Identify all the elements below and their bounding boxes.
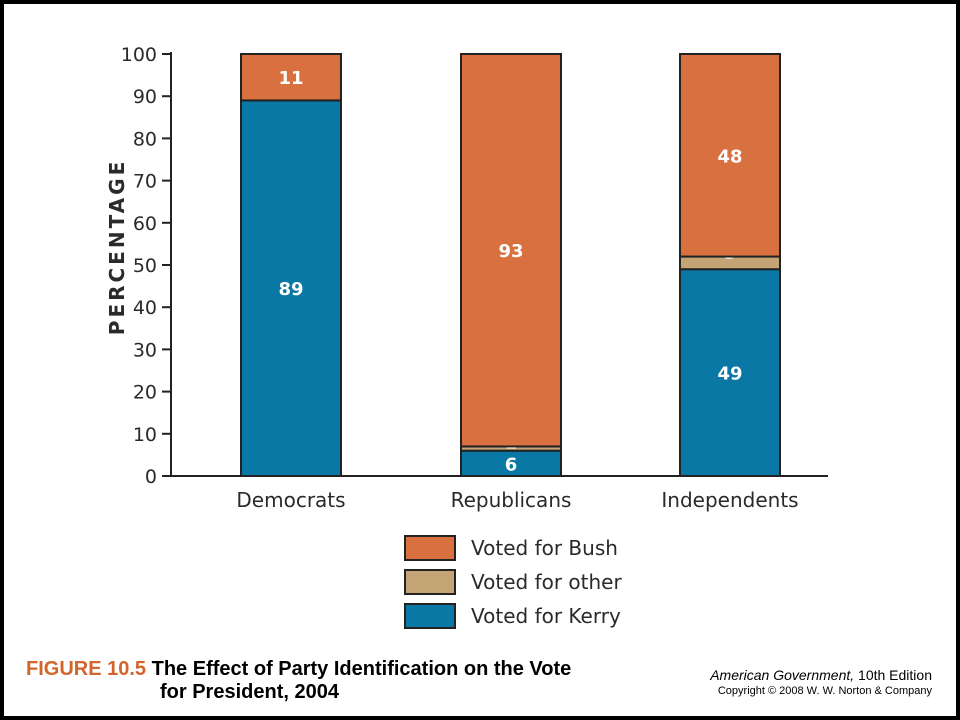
bar-value-label: 49 (717, 364, 742, 385)
y-tick-label: 20 (133, 382, 157, 404)
x-category-label: Republicans (451, 488, 572, 512)
copyright-notice: Copyright © 2008 W. W. Norton & Company (717, 685, 932, 697)
legend-label: Voted for Kerry (471, 604, 621, 628)
x-category-label: Democrats (236, 488, 345, 512)
x-category-label: Independents (661, 488, 798, 512)
x-axis: Democrats Republicans Independents (170, 475, 828, 512)
bar-value-label: 93 (498, 241, 523, 262)
y-tick-label: 60 (133, 213, 157, 235)
bar-segment-voted-for-bush (460, 53, 562, 448)
book-title: American Government, (710, 667, 855, 683)
bar-stack-republicans: 6193 (460, 53, 562, 477)
y-tick-label: 40 (133, 297, 157, 319)
bars: 89 11 6193 49348 (240, 53, 781, 477)
legend: Voted for Bush Voted for other Voted for K… (404, 535, 622, 629)
y-tick-label: 90 (133, 86, 157, 108)
legend-swatch (404, 603, 456, 629)
book-credit: American Government, 10th Edition Copyri… (710, 666, 932, 698)
legend-label: Voted for other (471, 570, 622, 594)
slide: 0 10 20 30 40 50 60 70 80 90 100 89 11 6193 49348 Dem… (4, 4, 956, 716)
y-tick-label: 30 (133, 339, 157, 361)
figure-number: FIGURE 10.5 (26, 658, 147, 680)
bar-segment-voted-for-bush (679, 53, 781, 258)
bar-value-label: 6 (505, 454, 518, 475)
caption-title-line-1: The Effect of Party Identification on th… (151, 658, 572, 680)
y-tick-label: 70 (133, 171, 157, 193)
caption-line-1: FIGURE 10.5 The Effect of Party Identifi… (26, 658, 571, 681)
y-tick-label: 80 (133, 128, 157, 150)
legend-swatch (404, 569, 456, 595)
legend-item: Voted for Kerry (404, 603, 621, 629)
legend-item: Voted for other (404, 569, 622, 595)
bar-stack-democrats: 89 11 (240, 53, 342, 477)
book-title-line: American Government, 10th Edition (710, 666, 932, 684)
bar-segment-voted-for-bush (240, 53, 342, 102)
bar-segment-voted-for-kerry (240, 99, 342, 477)
bar-segment-voted-for-kerry (460, 449, 562, 477)
bar-value-label: 11 (278, 68, 303, 89)
figure-caption: FIGURE 10.5 The Effect of Party Identifi… (26, 658, 571, 704)
legend-swatch (404, 535, 456, 561)
stacked-bar-chart: 0 10 20 30 40 50 60 70 80 90 100 89 11 6193 49348 Dem… (105, 44, 828, 629)
book-edition: 10th Edition (854, 667, 932, 683)
y-axis: 0 10 20 30 40 50 60 70 80 90 100 (121, 44, 172, 488)
y-axis-title: PERCENTAGE (105, 159, 129, 335)
y-tick-label: 10 (133, 424, 157, 446)
caption-title-line-2: for President, 2004 (160, 681, 339, 703)
y-tick-label: 100 (121, 44, 157, 66)
legend-item: Voted for Bush (404, 535, 618, 561)
bar-stack-independents: 49348 (679, 53, 781, 477)
y-tick-label: 0 (145, 466, 157, 488)
bar-value-label: 89 (278, 279, 303, 300)
y-tick-label: 50 (133, 255, 157, 277)
bar-value-label: 48 (717, 146, 742, 167)
legend-label: Voted for Bush (471, 536, 618, 560)
bar-segment-voted-for-kerry (679, 268, 781, 477)
